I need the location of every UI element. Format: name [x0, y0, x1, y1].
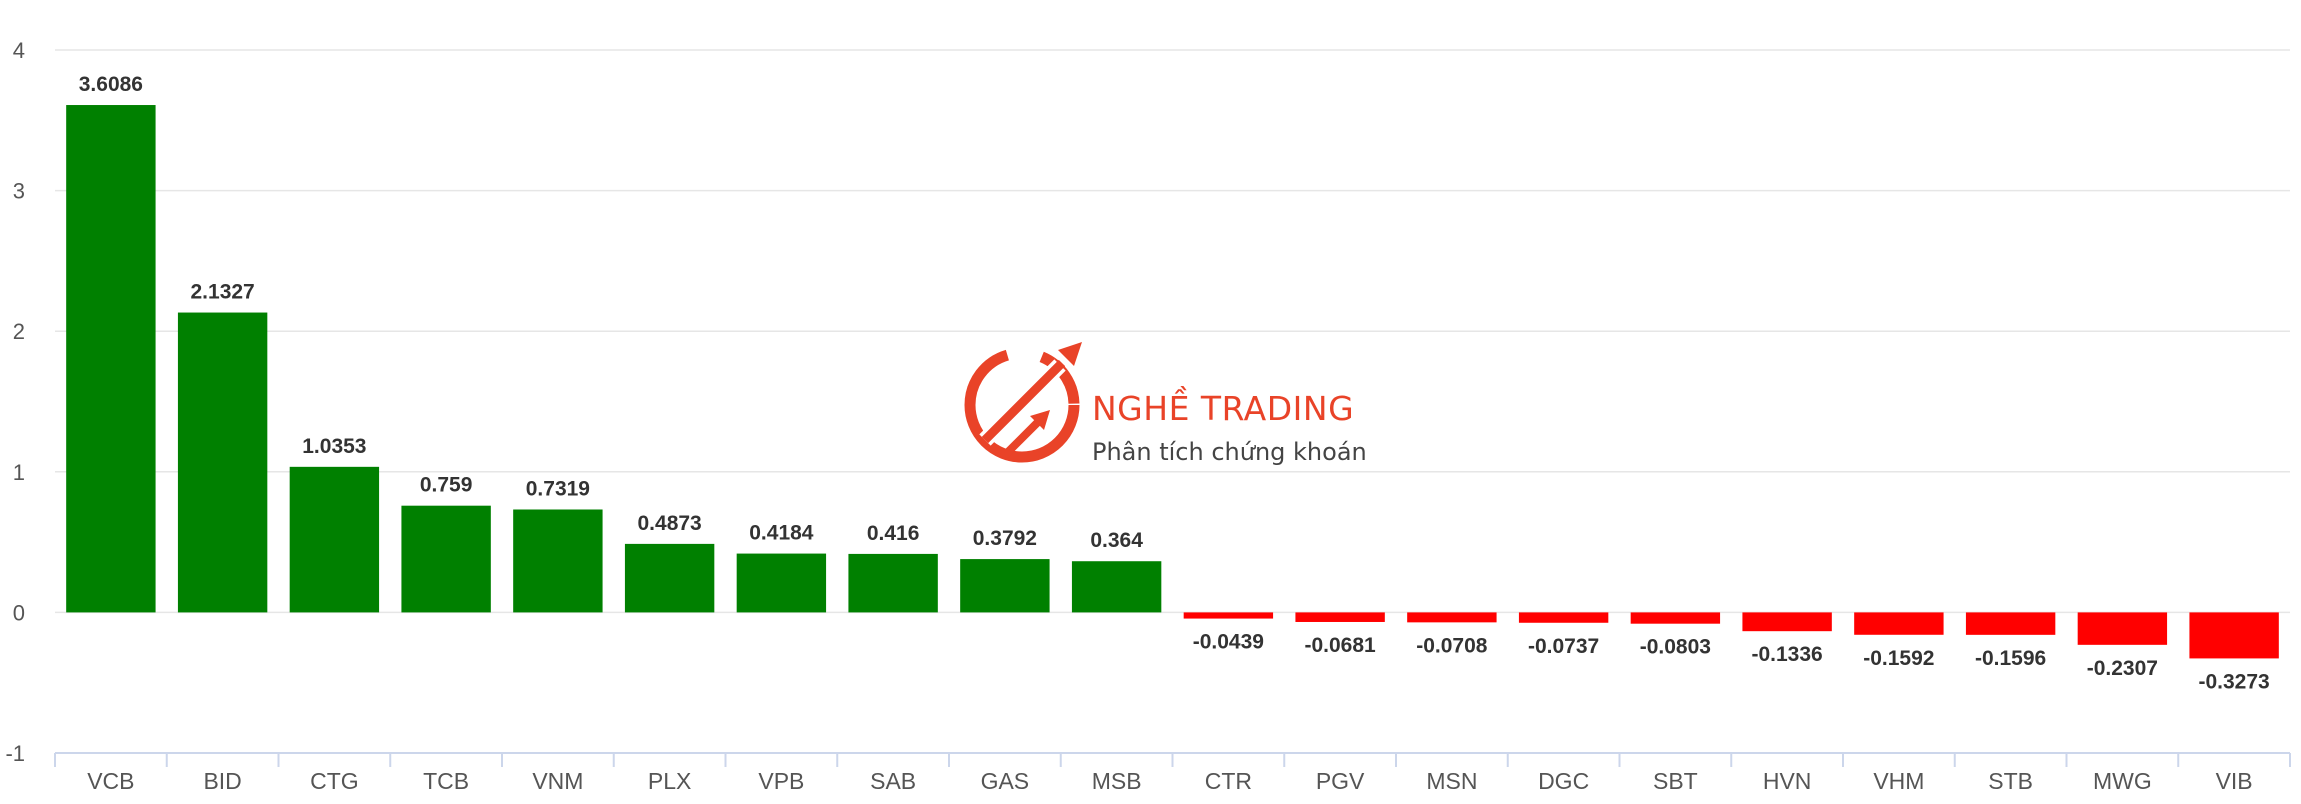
bar-msb	[1071, 561, 1162, 613]
data-label-tcb: 0.759	[420, 474, 473, 497]
data-label-vnm: 0.7319	[526, 477, 590, 500]
logo-icon	[964, 342, 1082, 463]
y-tick-label: 3	[13, 179, 25, 204]
x-tick-label: PGV	[1316, 768, 1365, 794]
watermark-subtitle: Phân tích chứng khoán	[1092, 438, 1367, 466]
data-label-vcb: 3.6086	[79, 73, 143, 96]
bar-vcb	[66, 105, 156, 613]
data-label-plx: 0.4873	[638, 512, 702, 535]
bar-hvn	[1742, 612, 1832, 632]
data-label-bid: 2.1327	[191, 281, 255, 304]
x-tick-label: MSB	[1092, 768, 1142, 794]
x-tick-label: CTG	[310, 768, 359, 794]
bar-msn	[1407, 612, 1497, 623]
data-label-msn: -0.0708	[1416, 634, 1488, 657]
bar-ctr	[1183, 612, 1274, 619]
x-tick-label: GAS	[981, 768, 1030, 794]
x-axis: VCB BID CTG TCB VNM PLX VPB SAB GAS MSB CTR PGV MSN D…	[54, 752, 2291, 794]
data-labels: 3.6086 2.1327 1.0353 0.759 0.7319 0.4873 0.418…	[79, 73, 2270, 693]
x-tick-label: VNM	[532, 768, 583, 794]
x-tick-label: HVN	[1763, 768, 1812, 794]
data-label-mwg: -0.2307	[2087, 657, 2158, 680]
data-label-gas: 0.3792	[973, 527, 1037, 550]
x-tick-label: PLX	[648, 768, 691, 794]
bar-vib	[2189, 612, 2279, 659]
data-label-hvn: -0.1336	[1752, 643, 1823, 666]
x-tick-label: SAB	[870, 768, 916, 794]
x-tick-label: STB	[1988, 768, 2033, 794]
x-tick-label: VHM	[1873, 768, 1924, 794]
x-tick-label: SBT	[1653, 768, 1698, 794]
bar-ctg	[289, 466, 380, 613]
y-tick-label: 1	[13, 460, 25, 485]
bar-mwg	[2077, 612, 2168, 645]
y-axis-tick-labels: -1 0 1 2 3 4	[5, 38, 25, 766]
grid-lines	[55, 49, 2290, 614]
data-label-dgc: -0.0737	[1528, 635, 1599, 658]
x-tick-label: CTR	[1205, 768, 1252, 794]
bar-dgc	[1518, 612, 1609, 623]
x-tick-label: BID	[203, 768, 241, 794]
data-label-sab: 0.416	[867, 522, 920, 545]
bar-vnm	[513, 509, 603, 613]
data-label-msb: 0.364	[1090, 529, 1143, 552]
bar-bid	[177, 312, 268, 613]
bar-tcb	[401, 505, 491, 613]
bar-vhm	[1854, 612, 1944, 635]
data-label-vhm: -0.1592	[1863, 647, 1934, 670]
bar-sbt	[1630, 612, 1721, 624]
data-label-ctr: -0.0439	[1193, 631, 1264, 654]
y-tick-label: -1	[5, 741, 25, 766]
bar-stb	[1965, 612, 2056, 635]
data-label-pgv: -0.0681	[1305, 634, 1377, 657]
x-tick-label: MWG	[2093, 768, 2152, 794]
watermark-logo: NGHỀ TRADING Phân tích chứng khoán	[964, 342, 1367, 466]
y-tick-label: 0	[13, 600, 25, 625]
watermark-title: NGHỀ TRADING	[1092, 385, 1354, 428]
bars	[66, 105, 2279, 659]
bar-vpb	[736, 553, 827, 613]
x-tick-label: TCB	[423, 768, 469, 794]
data-label-sbt: -0.0803	[1640, 636, 1711, 659]
x-tick-label: VPB	[758, 768, 804, 794]
data-label-vib: -0.3273	[2199, 670, 2270, 693]
y-tick-label: 4	[13, 38, 25, 63]
x-tick-label: VIB	[2216, 768, 2253, 794]
data-label-vpb: 0.4184	[749, 522, 814, 545]
x-tick-label: DGC	[1538, 768, 1589, 794]
y-tick-label: 2	[13, 319, 25, 344]
bar-plx	[624, 543, 715, 613]
data-label-stb: -0.1596	[1975, 647, 2046, 670]
bar-gas	[960, 559, 1050, 613]
bar-sab	[848, 553, 938, 613]
bar-pgv	[1295, 612, 1385, 622]
x-tick-label: MSN	[1426, 768, 1477, 794]
data-label-ctg: 1.0353	[302, 435, 366, 458]
x-tick-label: VCB	[87, 768, 134, 794]
